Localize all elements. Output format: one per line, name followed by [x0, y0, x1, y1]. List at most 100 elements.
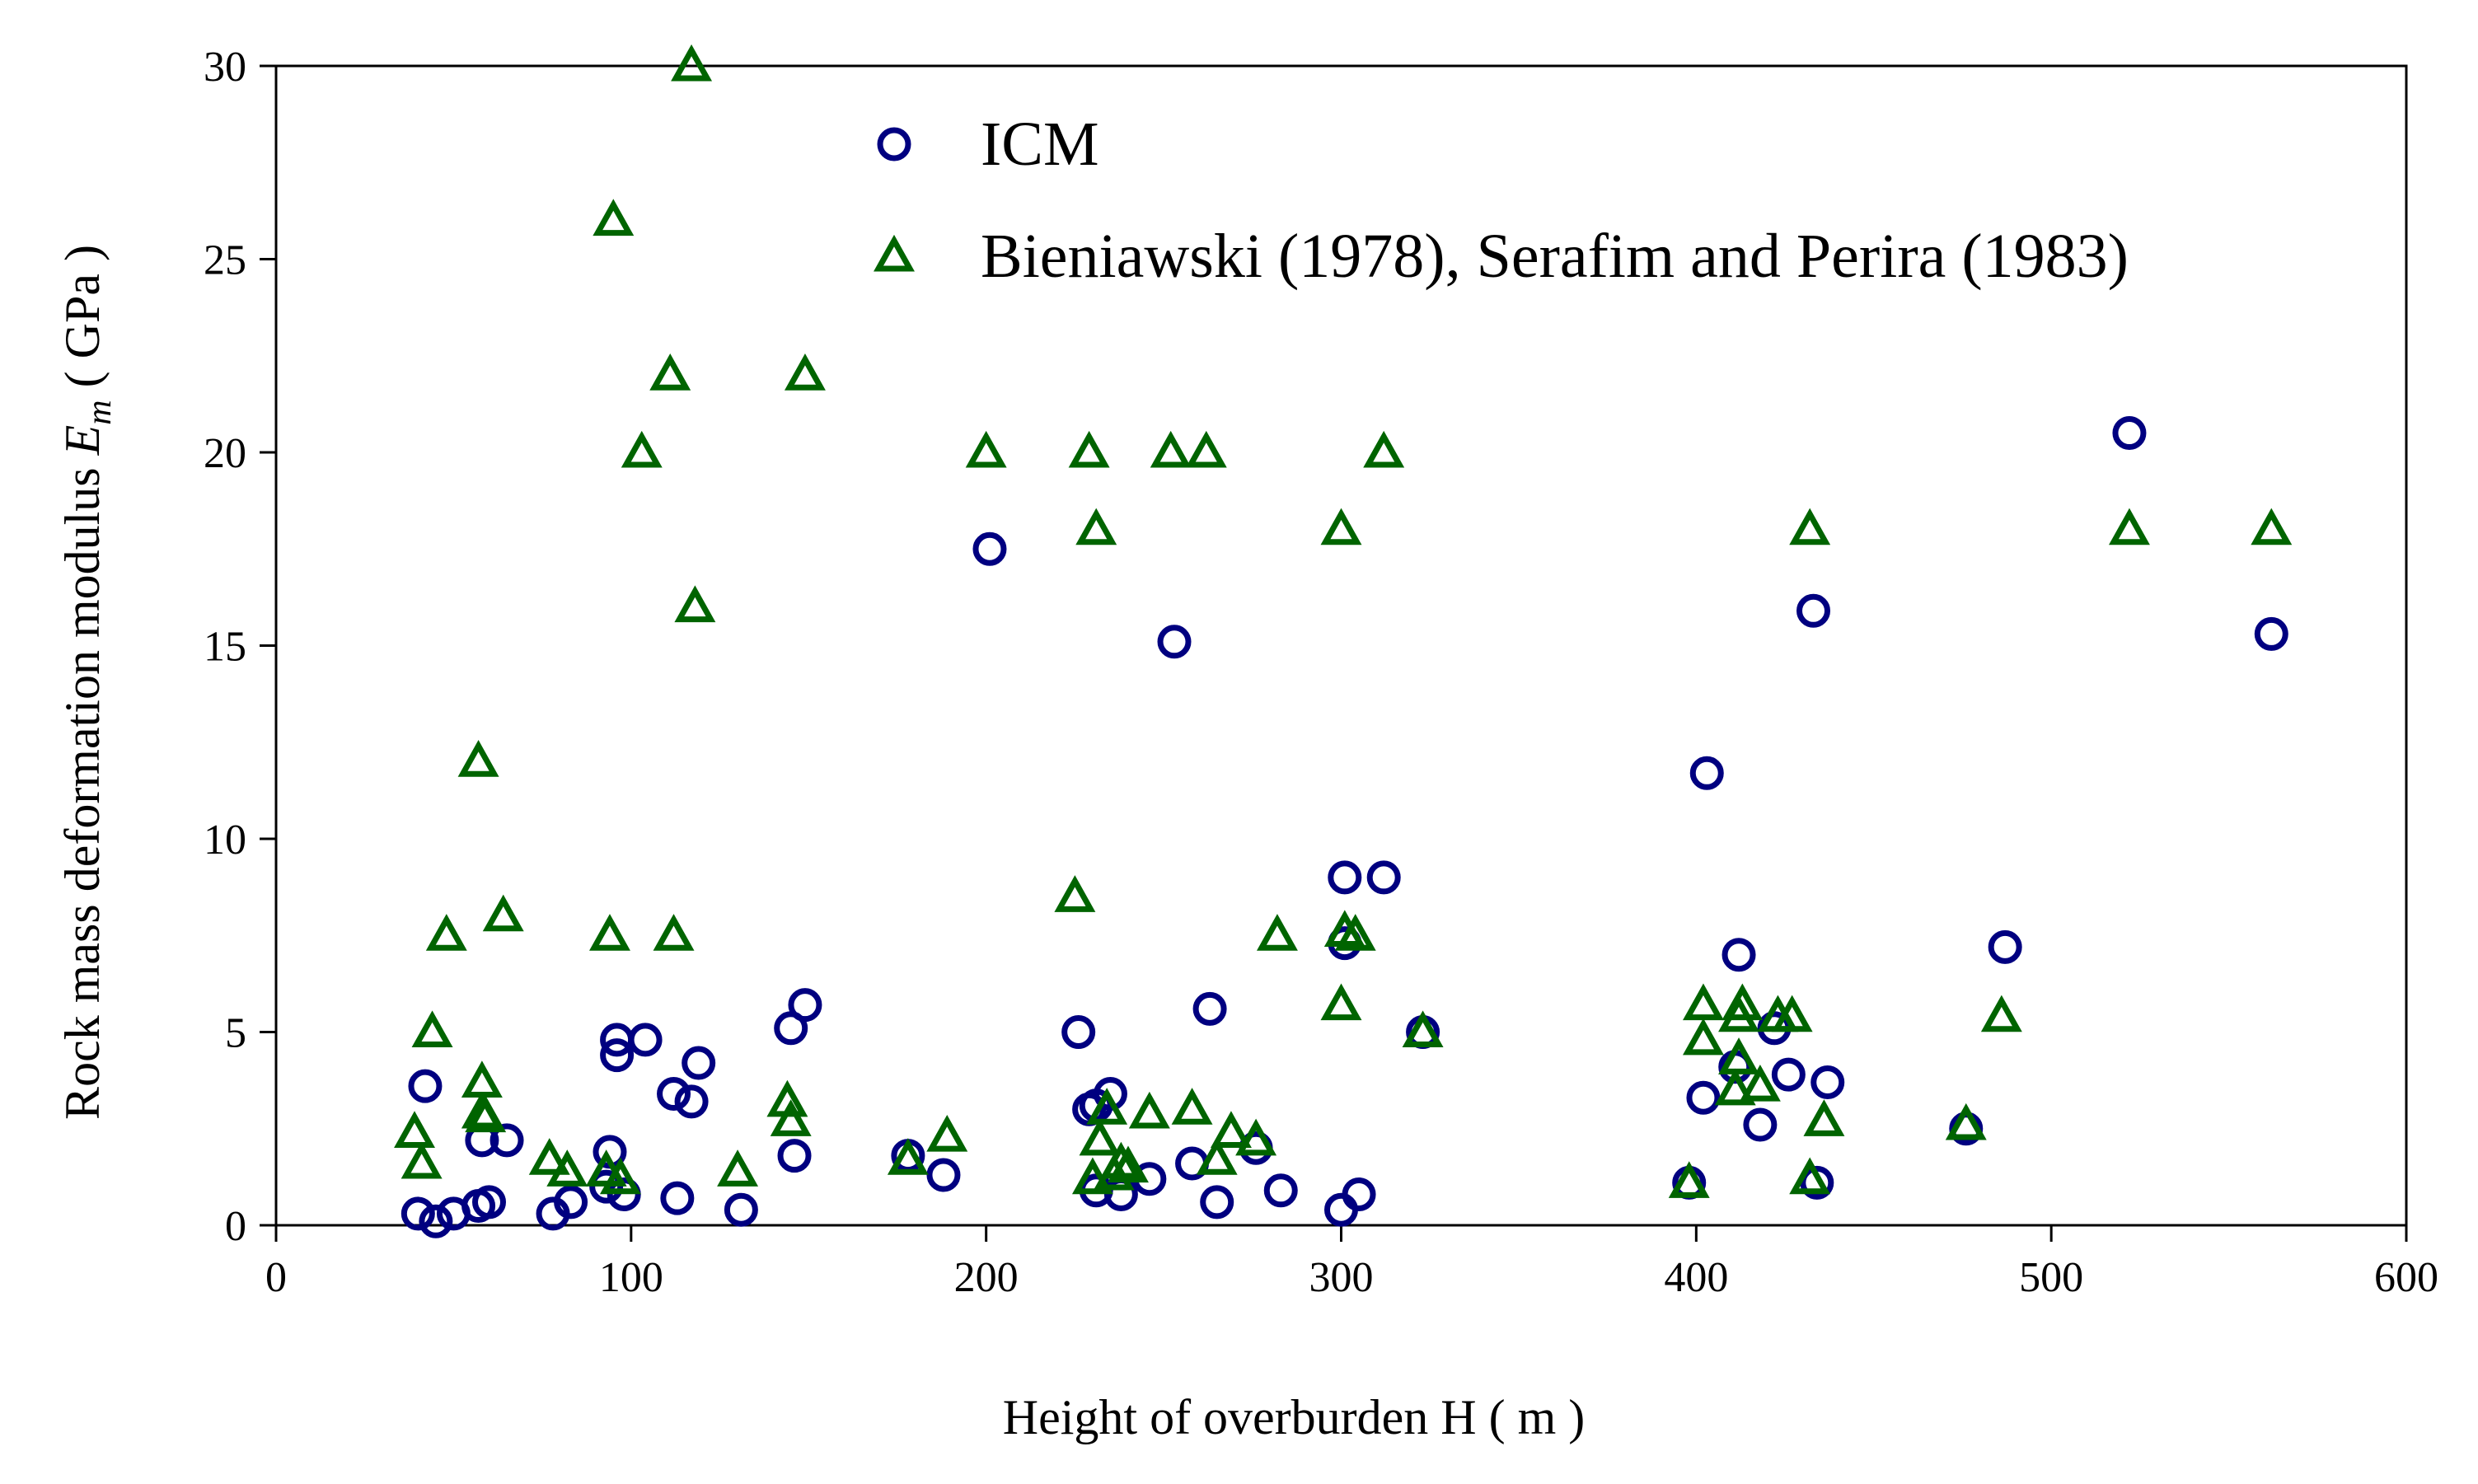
- data-point-icm: [1061, 1015, 1096, 1049]
- data-point-bieniawski: [401, 1141, 443, 1179]
- data-point-bieniawski: [1668, 1161, 1710, 1198]
- data-point-bieniawski: [1086, 1088, 1128, 1125]
- data-point-icm: [2254, 616, 2288, 651]
- data-point-bieniawski: [674, 585, 716, 623]
- data-point-bieniawski: [461, 1060, 503, 1098]
- data-point-bieniawski: [465, 1095, 507, 1133]
- data-point-bieniawski: [1320, 983, 1362, 1021]
- data-point-icm: [490, 1123, 524, 1158]
- data-point-bieniawski: [717, 1149, 759, 1187]
- data-point-icm: [682, 1046, 716, 1080]
- legend-label-bieniawski: Bieniawski (1978), Serafim and Perira (1…: [981, 222, 2129, 291]
- data-point-icm: [1200, 1185, 1234, 1220]
- data-point-icm: [1192, 991, 1227, 1026]
- x-tick-label: 400: [1664, 1254, 1728, 1301]
- data-point-bieniawski: [1771, 995, 1813, 1032]
- data-point-bieniawski: [1334, 914, 1376, 951]
- data-point-icm: [1796, 593, 1831, 628]
- data-point-icm: [1342, 1177, 1376, 1211]
- y-axis-label-subscript: m: [81, 400, 119, 424]
- x-tick-label: 200: [954, 1254, 1019, 1301]
- data-point-bieniawski: [1789, 508, 1831, 545]
- data-point-bieniawski: [593, 199, 635, 236]
- y-tick-label: 5: [225, 1010, 246, 1057]
- data-point-bieniawski: [425, 914, 467, 951]
- data-point-bieniawski: [653, 914, 695, 951]
- data-point-icm: [1689, 756, 1724, 790]
- data-point-icm: [674, 1084, 709, 1119]
- legend-marker-icm: [877, 127, 911, 162]
- y-axis-label-prefix: Rock mass deformation modulus: [55, 455, 110, 1120]
- data-point-bieniawski: [2251, 508, 2293, 545]
- data-point-icm: [1721, 938, 1756, 972]
- y-tick-label: 20: [204, 430, 246, 477]
- data-point-bieniawski: [528, 1138, 570, 1175]
- data-point-icm: [2112, 416, 2147, 451]
- x-tick-label: 0: [265, 1254, 287, 1301]
- data-point-icm: [1366, 860, 1401, 895]
- data-point-icm: [1157, 625, 1192, 659]
- legend-label-icm: ICM: [981, 110, 1099, 179]
- data-point-bieniawski: [1739, 1064, 1781, 1102]
- x-tick-label: 300: [1309, 1254, 1374, 1301]
- data-point-icm: [1988, 929, 2022, 964]
- data-point-bieniawski: [965, 430, 1007, 468]
- data-point-bieniawski: [1171, 1088, 1213, 1125]
- x-tick-label: 500: [2019, 1254, 2083, 1301]
- y-axis-label: Rock mass deformation modulus Em ( GPa ): [55, 245, 119, 1120]
- data-point-icm: [777, 1139, 812, 1173]
- data-point-icm: [1686, 1080, 1721, 1115]
- data-point-bieniawski: [1196, 1138, 1238, 1175]
- data-point-icm: [774, 1011, 808, 1046]
- data-point-bieniawski: [1128, 1091, 1170, 1129]
- data-point-bieniawski: [1256, 914, 1298, 951]
- data-point-bieniawski: [1714, 1068, 1756, 1106]
- data-point-bieniawski: [1682, 1018, 1724, 1056]
- data-point-bieniawski: [1071, 1157, 1113, 1195]
- y-tick-label: 15: [204, 624, 246, 671]
- data-point-bieniawski: [1185, 430, 1227, 468]
- data-point-bieniawski: [2108, 508, 2150, 545]
- data-point-bieniawski: [394, 1111, 435, 1148]
- data-point-icm: [628, 1023, 663, 1057]
- data-point-bieniawski: [1363, 430, 1405, 468]
- data-point-icm: [660, 1181, 695, 1215]
- data-point-icm: [1771, 1057, 1806, 1092]
- data-point-icm: [724, 1192, 758, 1227]
- data-point-icm: [1263, 1173, 1298, 1208]
- data-point-icm: [657, 1077, 691, 1112]
- data-point-icm: [408, 1069, 443, 1103]
- y-tick-label: 30: [204, 44, 246, 91]
- data-point-icm: [1800, 1165, 1834, 1200]
- data-point-bieniawski: [1075, 508, 1117, 545]
- data-point-bieniawski: [1150, 430, 1192, 468]
- y-tick-label: 25: [204, 237, 246, 284]
- data-point-icm: [1328, 860, 1362, 895]
- data-point-bieniawski: [1789, 1157, 1831, 1195]
- data-point-bieniawski: [1402, 1010, 1444, 1047]
- data-point-icm: [1324, 1192, 1358, 1227]
- data-point-bieniawski: [1320, 508, 1362, 545]
- data-point-bieniawski: [671, 44, 713, 82]
- data-point-icm: [1743, 1107, 1778, 1142]
- data-point-icm: [788, 988, 822, 1023]
- x-axis-ticks: 0 100 200 300 400 500 600: [265, 1225, 2438, 1301]
- data-point-bieniawski: [784, 353, 826, 391]
- data-point-icm: [600, 1038, 635, 1073]
- data-point-icm: [1093, 1077, 1127, 1112]
- data-point-bieniawski: [1079, 1118, 1121, 1156]
- data-point-icm: [589, 1169, 624, 1204]
- y-axis-ticks: 0 5 10 15 20 25 30: [204, 44, 276, 1250]
- data-point-bieniawski: [770, 1099, 812, 1136]
- x-axis-label: Height of overburden H ( m ): [1003, 1390, 1585, 1444]
- data-point-bieniawski: [457, 740, 499, 777]
- data-point-bieniawski: [1721, 983, 1764, 1021]
- data-point-bieniawski: [649, 353, 691, 391]
- data-point-bieniawski: [1803, 1099, 1845, 1136]
- data-point-bieniawski: [599, 1157, 641, 1195]
- x-tick-label: 600: [2374, 1254, 2438, 1301]
- data-point-bieniawski: [1100, 1141, 1142, 1179]
- data-point-icm: [607, 1177, 641, 1211]
